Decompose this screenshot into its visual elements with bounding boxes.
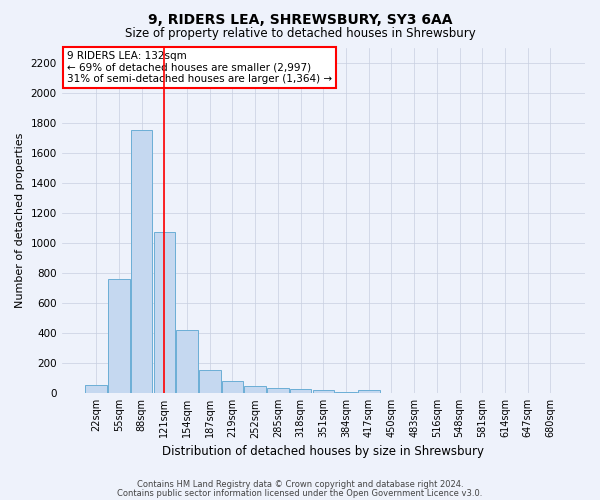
Bar bbox=[199, 370, 221, 393]
Bar bbox=[131, 130, 152, 393]
Bar bbox=[244, 386, 266, 393]
Bar bbox=[154, 232, 175, 393]
Text: 9 RIDERS LEA: 132sqm
← 69% of detached houses are smaller (2,997)
31% of semi-de: 9 RIDERS LEA: 132sqm ← 69% of detached h… bbox=[67, 51, 332, 84]
Text: Contains public sector information licensed under the Open Government Licence v3: Contains public sector information licen… bbox=[118, 488, 482, 498]
Text: 9, RIDERS LEA, SHREWSBURY, SY3 6AA: 9, RIDERS LEA, SHREWSBURY, SY3 6AA bbox=[148, 12, 452, 26]
Text: Contains HM Land Registry data © Crown copyright and database right 2024.: Contains HM Land Registry data © Crown c… bbox=[137, 480, 463, 489]
Text: Size of property relative to detached houses in Shrewsbury: Size of property relative to detached ho… bbox=[125, 28, 475, 40]
Bar bbox=[290, 389, 311, 393]
Bar bbox=[313, 390, 334, 393]
Bar bbox=[108, 279, 130, 393]
Bar bbox=[85, 385, 107, 393]
Bar bbox=[267, 388, 289, 393]
Bar bbox=[222, 381, 243, 393]
Bar bbox=[176, 330, 198, 393]
Bar bbox=[358, 390, 380, 393]
Bar bbox=[335, 392, 357, 393]
X-axis label: Distribution of detached houses by size in Shrewsbury: Distribution of detached houses by size … bbox=[163, 444, 484, 458]
Y-axis label: Number of detached properties: Number of detached properties bbox=[15, 132, 25, 308]
